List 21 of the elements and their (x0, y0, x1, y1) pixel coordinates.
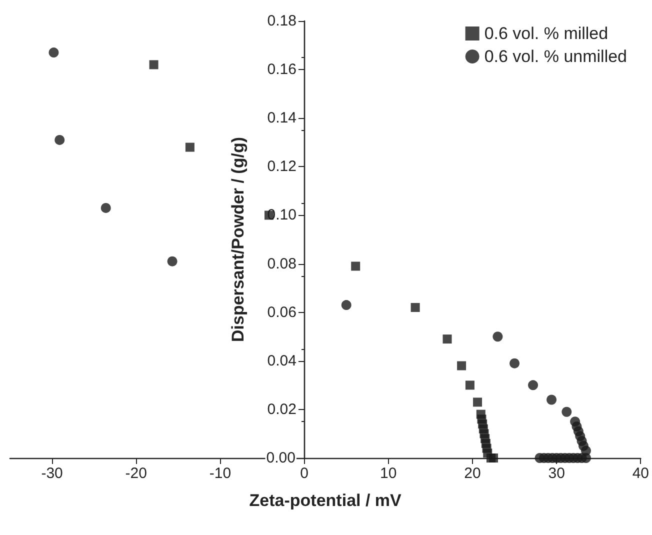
x-axis-title: Zeta-potential / mV (249, 491, 402, 510)
y-tick-label: 0.04 (267, 352, 296, 370)
x-tick-label: -10 (209, 465, 232, 482)
x-tick-label: 10 (380, 465, 397, 482)
y-tick-label: 0.18 (267, 12, 296, 30)
x-tick-label: 20 (464, 465, 481, 482)
y-tick-label: 0.00 (266, 450, 296, 466)
legend-label: 0.6 vol. % milled (484, 24, 608, 43)
x-tick-label: 30 (548, 465, 565, 482)
y-tick-label: 0.12 (267, 158, 296, 176)
y-tick-label: 0.06 (267, 304, 296, 321)
y-axis-title: Dispersant/Powder / (g/g) (228, 137, 248, 342)
legend-label: 0.6 vol. % unmilled (484, 47, 628, 66)
y-tick-label: 0.16 (267, 61, 296, 78)
x-tick-label: -20 (125, 465, 147, 482)
y-tick-label: 0.08 (267, 255, 296, 272)
y-tick-label: 0.14 (267, 110, 296, 127)
x-tick-label: -30 (41, 465, 63, 482)
x-tick-label: 0 (300, 465, 308, 482)
y-tick-label: 0.02 (267, 400, 296, 418)
x-tick-label: 40 (632, 465, 649, 482)
